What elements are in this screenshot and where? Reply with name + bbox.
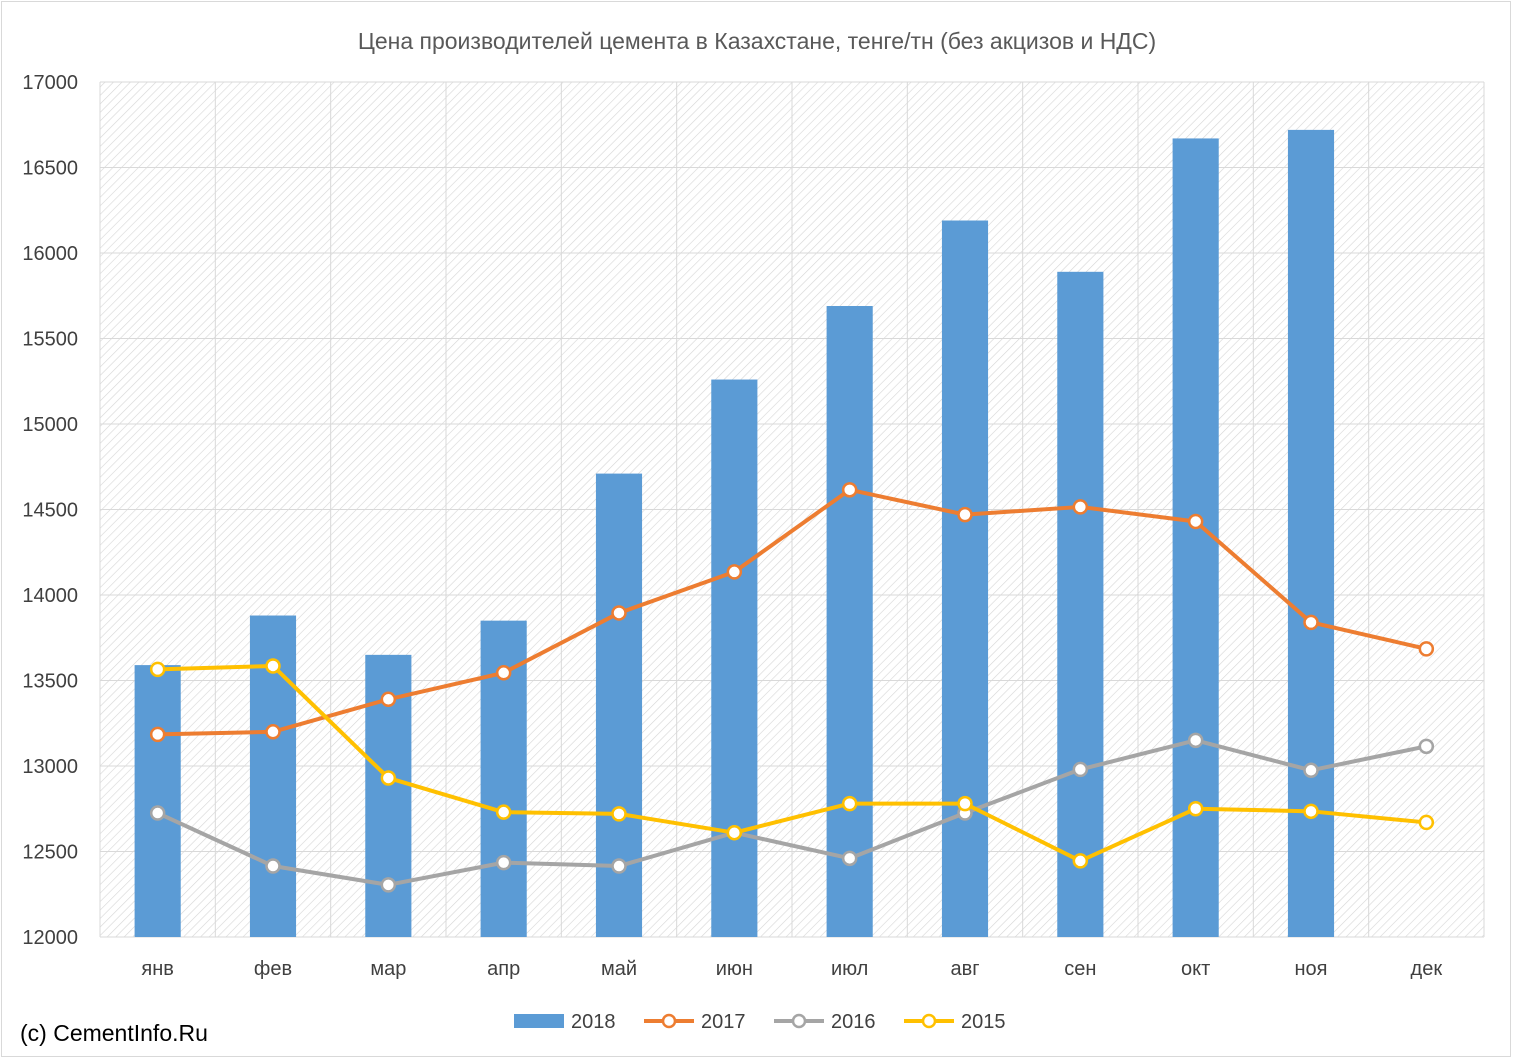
point-2017-авг: [957, 506, 973, 523]
point-2015-авг: [957, 795, 973, 812]
y-tick-label: 12500: [22, 842, 78, 864]
y-tick-label: 14500: [22, 500, 78, 522]
y-axis: 12000 12500 13000 13500 14000 14500 15000 15500…: [22, 72, 78, 949]
line-2017: [157, 487, 1427, 737]
legend-label-2017: 2017: [701, 1011, 746, 1033]
y-tick-label: 14000: [22, 585, 78, 607]
y-tick-label: 15000: [22, 414, 78, 436]
point-2016-фев: [265, 858, 281, 874]
legend-marker-2015: [921, 1013, 937, 1029]
y-tick-label: 12000: [22, 927, 78, 949]
point-2015-июл: [841, 795, 858, 812]
point-2017-ноя: [1303, 614, 1319, 631]
point-2017-дек: [1418, 641, 1435, 657]
point-2016-окт: [1187, 732, 1204, 749]
legend-label-2016: 2016: [831, 1011, 876, 1033]
point-2017-окт: [1187, 513, 1204, 530]
legend-label-2015: 2015: [961, 1011, 1006, 1033]
bar-2018-сен: [1057, 271, 1104, 937]
point-2016-май: [611, 858, 627, 874]
point-2017-апр: [495, 665, 512, 681]
line-2016: [156, 738, 1427, 887]
point-2015-июн: [726, 824, 743, 841]
point-2016-сен: [1072, 761, 1089, 778]
point-2016-ноя: [1303, 762, 1319, 779]
bar-2018-июн: [711, 379, 758, 937]
point-2015-ноя: [1303, 803, 1319, 820]
y-tick-label: 13000: [22, 756, 78, 778]
x-axis: янв фев мар апр май июн июл авг сен окт ноя дек: [141, 958, 1442, 980]
legend-marker-2016: [791, 1013, 807, 1029]
x-tick-label: окт: [1181, 958, 1210, 980]
x-tick-label: сен: [1064, 958, 1096, 980]
point-2016-июл: [841, 850, 858, 867]
bar-2018-июл: [826, 306, 873, 937]
point-2016-дек: [1418, 738, 1435, 755]
gridlines: [99, 81, 1485, 938]
bar-2018-ноя: [1287, 129, 1335, 937]
bar-2018-авг: [941, 220, 989, 937]
x-tick-label: фев: [254, 958, 292, 980]
point-2015-май: [611, 806, 627, 822]
y-tick-label: 15500: [22, 329, 78, 351]
x-tick-label: июл: [831, 958, 868, 980]
y-tick-label: 13500: [22, 671, 78, 693]
point-2016-мар: [380, 877, 397, 893]
point-2017-июл: [841, 482, 858, 498]
point-2015-мар: [380, 770, 397, 786]
point-2017-сен: [1072, 499, 1089, 515]
y-tick-label: 16000: [22, 243, 78, 265]
point-2015-фев: [265, 658, 281, 674]
legend-marker-2017: [661, 1013, 677, 1029]
point-2015-янв: [149, 661, 166, 678]
legend: 2018 2017 2016 2015: [514, 1011, 1006, 1033]
x-tick-label: май: [601, 958, 637, 980]
point-2015-дек: [1418, 814, 1435, 831]
point-2016-янв: [149, 805, 166, 821]
x-tick-label: июн: [716, 958, 753, 980]
x-tick-label: авг: [950, 958, 979, 980]
point-2016-апр: [495, 854, 512, 871]
point-2015-сен: [1072, 853, 1089, 869]
point-2017-май: [611, 605, 627, 621]
legend-swatch-2018: [514, 1014, 564, 1028]
x-tick-label: мар: [370, 958, 406, 980]
x-tick-label: ноя: [1295, 958, 1328, 980]
x-tick-label: апр: [487, 958, 520, 980]
point-2017-мар: [380, 691, 397, 708]
legend-label-2018: 2018: [571, 1011, 616, 1033]
x-tick-label: янв: [141, 958, 174, 980]
credit-text: (c) CementInfo.Ru: [20, 1020, 208, 1046]
bar-2018-янв: [134, 665, 181, 937]
chart-title: Цена производителей цемента в Казахстане…: [358, 28, 1156, 54]
line-series: [149, 482, 1435, 893]
point-2017-янв: [149, 726, 166, 743]
point-2015-апр: [495, 804, 512, 820]
y-tick-label: 17000: [22, 72, 78, 94]
point-2017-фев: [265, 724, 281, 740]
point-2017-июн: [726, 564, 743, 580]
point-2015-окт: [1187, 801, 1204, 817]
line-2015: [157, 663, 1427, 863]
x-tick-label: дек: [1411, 958, 1443, 980]
y-tick-label: 16500: [22, 158, 78, 180]
